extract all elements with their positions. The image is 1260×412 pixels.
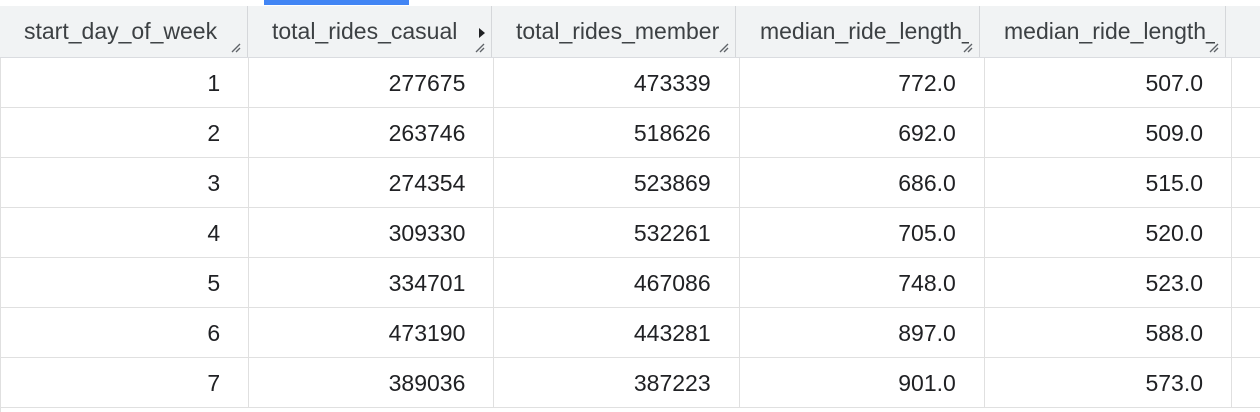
table-row[interactable]: 1 277675 473339 772.0 507.0 xyxy=(0,58,1260,108)
table-cell[interactable]: 274354 xyxy=(249,158,495,208)
column-header-median-ride-length-member[interactable]: median_ride_length_ xyxy=(980,6,1226,57)
table-cell[interactable]: 901.0 xyxy=(740,358,985,408)
table-cell-overflow xyxy=(1232,208,1260,258)
active-tab-indicator xyxy=(264,0,409,5)
table-cell[interactable]: 2 xyxy=(0,108,250,158)
table-cell-overflow xyxy=(1232,58,1260,108)
table-cell[interactable]: 897.0 xyxy=(740,308,985,358)
table-cell[interactable]: 509.0 xyxy=(985,108,1233,158)
table-cell[interactable]: 3 xyxy=(0,158,250,208)
table-row[interactable]: 6 473190 443281 897.0 588.0 xyxy=(0,308,1260,358)
column-header-label: total_rides_casual xyxy=(271,18,458,44)
table-cell-overflow xyxy=(1232,308,1260,358)
column-resize-handle-icon[interactable] xyxy=(473,41,485,53)
table-cell-overflow xyxy=(1232,158,1260,208)
column-header-total-rides-member[interactable]: total_rides_member xyxy=(492,6,736,57)
table-cell[interactable]: 520.0 xyxy=(985,208,1233,258)
table-row[interactable]: 7 389036 387223 901.0 573.0 xyxy=(0,358,1260,408)
table-cell[interactable]: 467086 xyxy=(494,258,740,308)
table-cell[interactable]: 523.0 xyxy=(985,258,1233,308)
column-header-start-day-of-week[interactable]: start_day_of_week xyxy=(0,6,248,57)
table-cell[interactable]: 748.0 xyxy=(740,258,985,308)
column-header-label: median_ride_length_ xyxy=(759,18,969,44)
table-row[interactable]: 5 334701 467086 748.0 523.0 xyxy=(0,258,1260,308)
column-header-median-ride-length-casual[interactable]: median_ride_length_ xyxy=(736,6,980,57)
table-row[interactable]: 3 274354 523869 686.0 515.0 xyxy=(0,158,1260,208)
column-header-overflow xyxy=(1226,6,1260,57)
table-cell[interactable]: 443281 xyxy=(494,308,740,358)
table-cell-overflow xyxy=(1232,108,1260,158)
table-body: 1 277675 473339 772.0 507.0 2 263746 518626 692.… xyxy=(0,58,1260,408)
column-resize-handle-icon[interactable] xyxy=(961,41,973,53)
table-cell[interactable]: 5 xyxy=(0,258,250,308)
table-cell[interactable]: 705.0 xyxy=(740,208,985,258)
column-resize-handle-icon[interactable] xyxy=(229,41,241,53)
table-cell[interactable]: 515.0 xyxy=(985,158,1233,208)
column-header-total-rides-casual[interactable]: total_rides_casual xyxy=(248,6,492,57)
table-cell[interactable]: 473190 xyxy=(249,308,495,358)
table-cell[interactable]: 6 xyxy=(0,308,250,358)
table-cell-overflow xyxy=(1232,258,1260,308)
grid-left-border xyxy=(0,58,1,412)
table-cell[interactable]: 692.0 xyxy=(740,108,985,158)
table-cell[interactable]: 588.0 xyxy=(985,308,1233,358)
table-cell-overflow xyxy=(1232,358,1260,408)
table-cell[interactable]: 387223 xyxy=(494,358,740,408)
column-resize-handle-icon[interactable] xyxy=(1207,41,1219,53)
table-cell[interactable]: 263746 xyxy=(249,108,495,158)
table-cell[interactable]: 772.0 xyxy=(740,58,985,108)
column-header-label: median_ride_length_ xyxy=(1004,18,1215,44)
table-row[interactable]: 4 309330 532261 705.0 520.0 xyxy=(0,208,1260,258)
table-cell[interactable]: 7 xyxy=(0,358,250,408)
table-cell[interactable]: 573.0 xyxy=(985,358,1233,408)
table-cell[interactable]: 1 xyxy=(0,58,250,108)
column-header-label: start_day_of_week xyxy=(24,18,218,44)
table-header-row: start_day_of_week total_rides_casual tot… xyxy=(0,6,1260,58)
table-cell[interactable]: 4 xyxy=(0,208,250,258)
table-cell[interactable]: 309330 xyxy=(249,208,495,258)
column-header-label: total_rides_member xyxy=(515,18,720,44)
column-resize-handle-icon[interactable] xyxy=(717,41,729,53)
table-cell[interactable]: 389036 xyxy=(249,358,495,408)
table-cell[interactable]: 473339 xyxy=(494,58,740,108)
table-row[interactable]: 2 263746 518626 692.0 509.0 xyxy=(0,108,1260,158)
table-cell[interactable]: 277675 xyxy=(249,58,495,108)
table-cell[interactable]: 334701 xyxy=(249,258,495,308)
sort-indicator-icon xyxy=(478,28,485,38)
table-cell[interactable]: 686.0 xyxy=(740,158,985,208)
table-cell[interactable]: 532261 xyxy=(494,208,740,258)
table-cell[interactable]: 518626 xyxy=(494,108,740,158)
table-cell[interactable]: 507.0 xyxy=(985,58,1233,108)
table-cell[interactable]: 523869 xyxy=(494,158,740,208)
